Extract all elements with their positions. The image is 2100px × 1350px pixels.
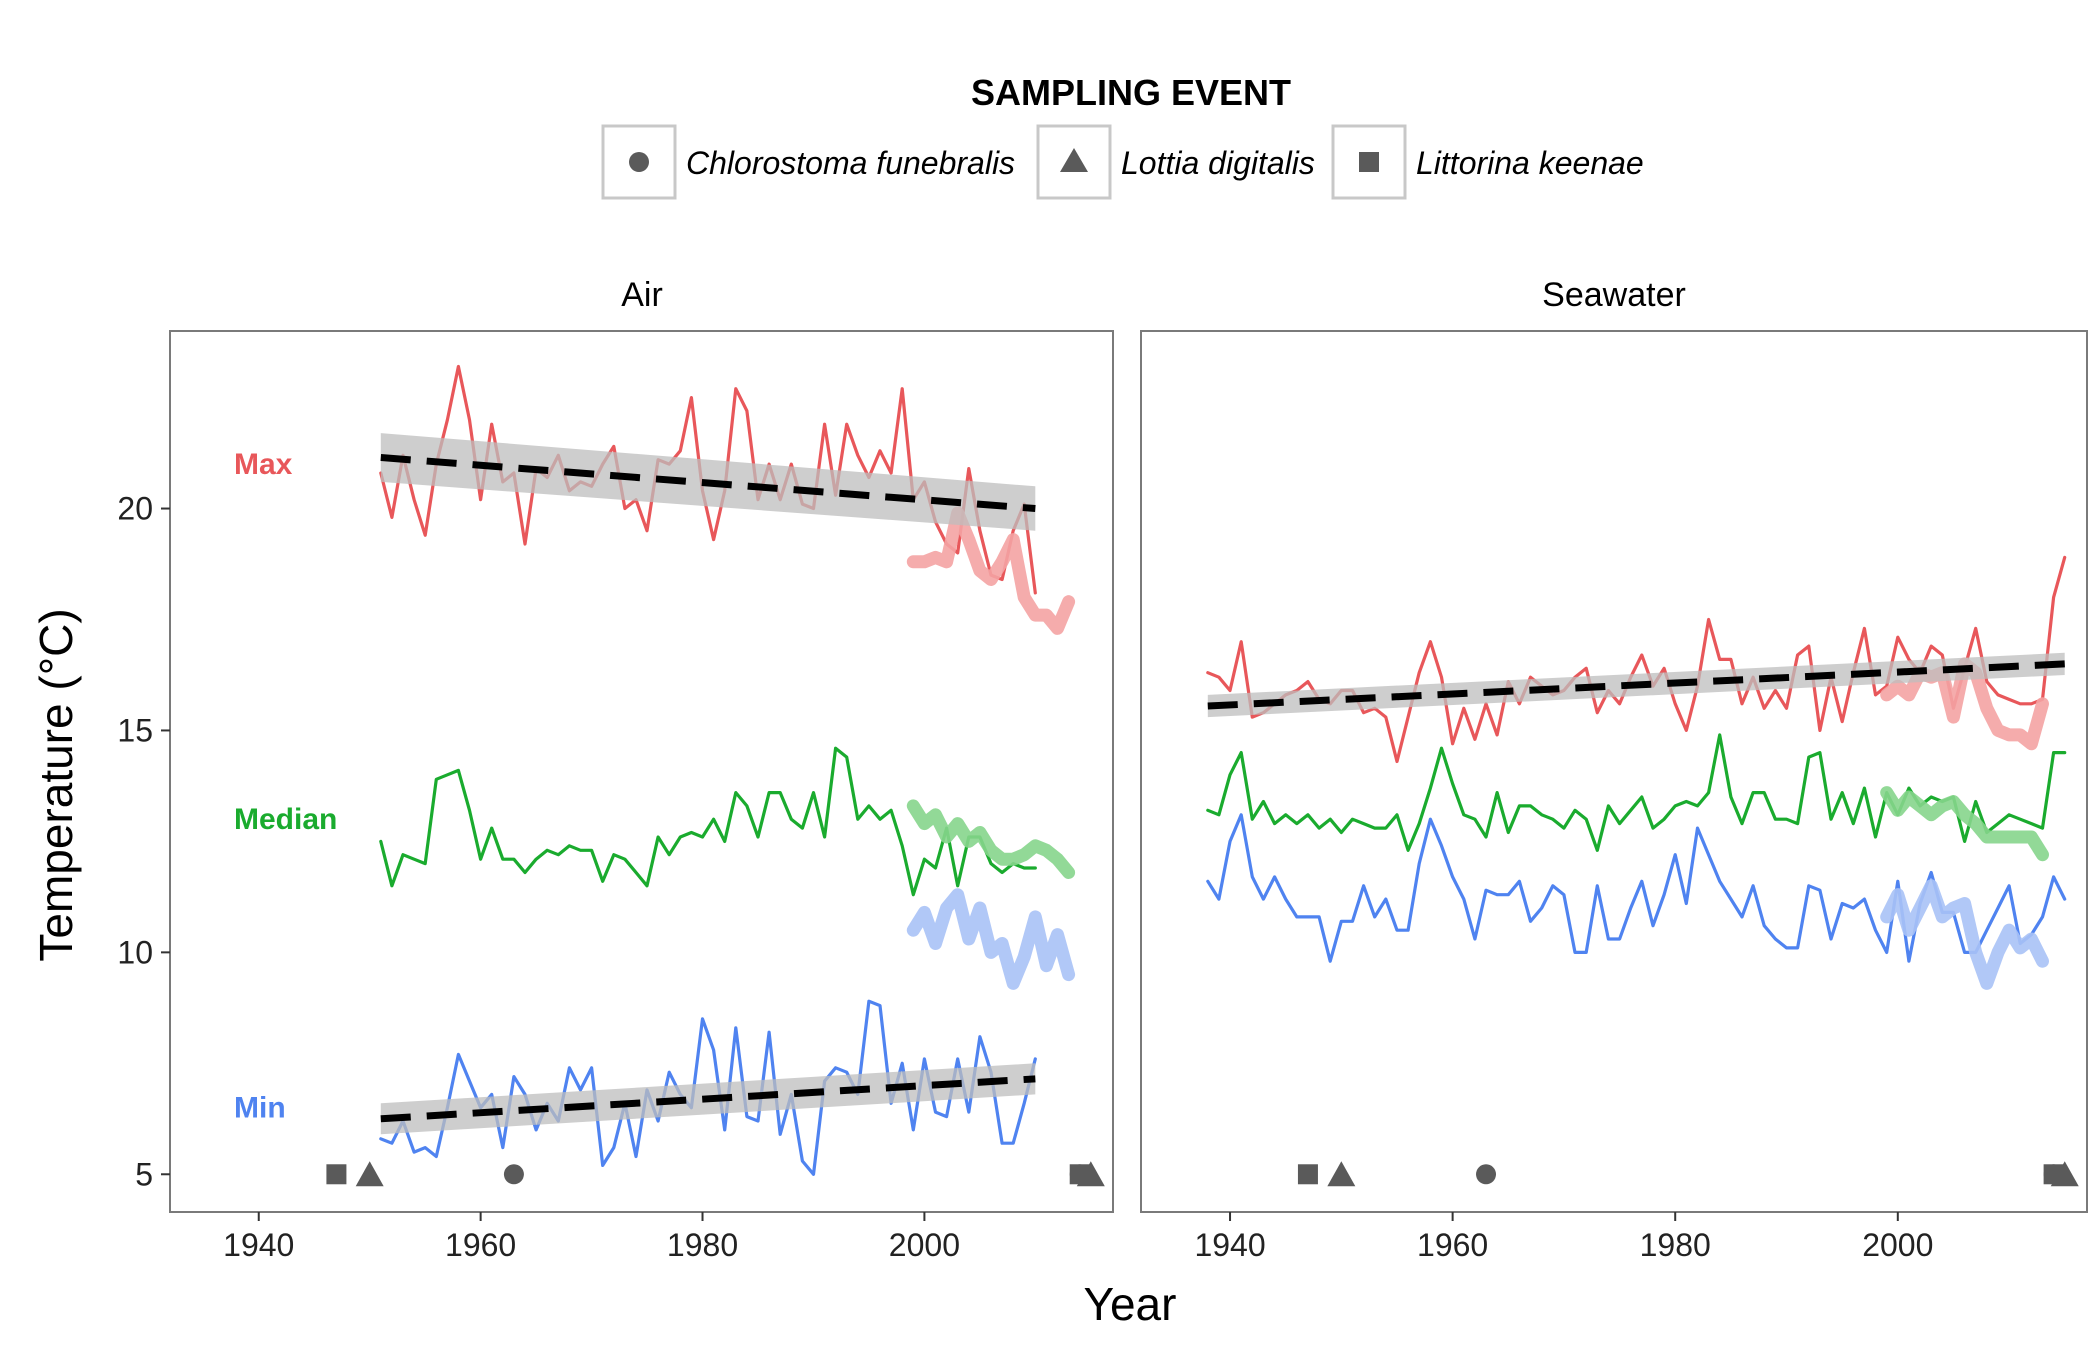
- air-event-littorina-keenae-1947: [326, 1164, 347, 1185]
- air-x-tick-label-2000: 2000: [889, 1227, 960, 1263]
- seawater-event-littorina-keenae-1947: [1297, 1164, 1318, 1185]
- legend: SAMPLING EVENT Chlorostoma funebralis Lo…: [601, 72, 1644, 200]
- y-tick-label-5: 5: [135, 1156, 153, 1192]
- legend-title: SAMPLING EVENT: [971, 72, 1291, 113]
- seawater-plot-frame: [1140, 330, 2088, 1213]
- series-label-min: Min: [234, 1092, 286, 1125]
- circle-marker-icon: [629, 152, 649, 172]
- panel-title-air: Air: [621, 276, 663, 314]
- panel-air: [169, 330, 1114, 1213]
- y-axis-title: Temperature (°C): [30, 608, 82, 961]
- x-axis-title: Year: [1084, 1278, 1177, 1330]
- seawater-event-lottia-digitalis-1950: [1327, 1161, 1356, 1187]
- air-min-smoothed-line: [906, 888, 1076, 990]
- y-tick-label-10: 10: [117, 934, 153, 970]
- legend-label-chlorostoma: Chlorostoma funebralis: [686, 145, 1015, 181]
- panel-seawater: [1140, 330, 2088, 1213]
- y-axis: 5 10 15 20: [117, 491, 170, 1192]
- air-min-trend-line: [380, 1075, 1036, 1123]
- seawater-min-smoothed-line: [1880, 879, 2049, 990]
- legend-key-circle: [601, 124, 677, 200]
- air-event-lottia-digitalis-1950: [355, 1161, 384, 1187]
- panel-title-seawater: Seawater: [1542, 276, 1686, 314]
- x-axis: 1940 1960 1980 2000 1940 1960 1980 2000: [223, 1212, 1933, 1263]
- air-median-line: [379, 746, 1037, 897]
- air-x-tick-label-1980: 1980: [667, 1227, 738, 1263]
- y-tick-label-20: 20: [117, 491, 153, 527]
- air-max-trend-line: [380, 454, 1036, 513]
- series-labels: Max Median Min: [234, 448, 337, 1125]
- legend-label-lottia: Lottia digitalis: [1121, 145, 1315, 181]
- seawater-median-smoothed-line: [1880, 786, 2049, 862]
- air-max-smoothed-line: [906, 506, 1076, 635]
- seawater-x-tick-label-1940: 1940: [1194, 1227, 1265, 1263]
- seawater-x-tick-label-1980: 1980: [1640, 1227, 1711, 1263]
- seawater-x-tick-label-1960: 1960: [1417, 1227, 1488, 1263]
- triangle-marker-icon: [1060, 148, 1088, 172]
- air-x-tick-label-1960: 1960: [445, 1227, 516, 1263]
- air-event-lottia-digitalis-2015: [1076, 1161, 1105, 1187]
- seawater-event-chlorostoma-funebralis-1963: [1476, 1164, 1497, 1185]
- legend-label-littorina: Littorina keenae: [1416, 145, 1644, 181]
- series-label-max: Max: [234, 448, 293, 481]
- seawater-max-trend-line: [1207, 660, 2065, 710]
- air-event-chlorostoma-funebralis-1963: [503, 1164, 524, 1185]
- seawater-event-lottia-digitalis-2015: [2050, 1161, 2079, 1187]
- square-marker-icon: [1359, 152, 1379, 172]
- air-median-smoothed-line: [906, 799, 1076, 879]
- series-label-median: Median: [234, 803, 337, 836]
- seawater-x-tick-label-2000: 2000: [1862, 1227, 1933, 1263]
- air-x-tick-label-1940: 1940: [223, 1227, 294, 1263]
- y-tick-label-15: 15: [117, 712, 153, 748]
- air-min-line: [379, 999, 1037, 1176]
